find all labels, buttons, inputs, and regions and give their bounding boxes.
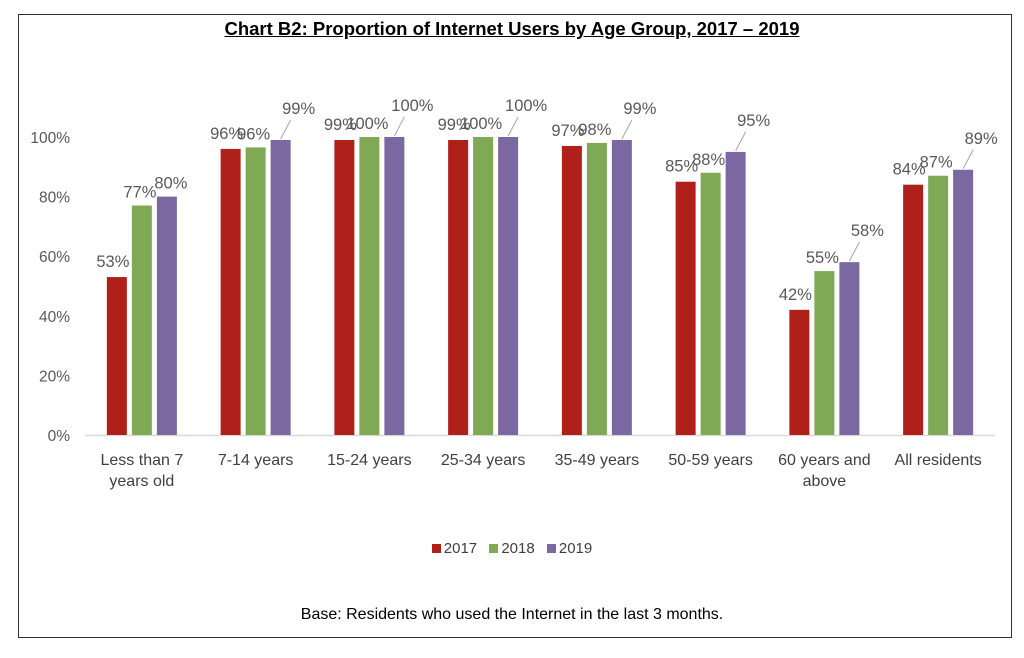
- data-label: 100%: [391, 97, 434, 115]
- bar-2018: [700, 172, 721, 435]
- bar-2018: [473, 137, 494, 435]
- bar-2018: [359, 137, 380, 435]
- legend-item-2017: 2017: [431, 540, 478, 557]
- x-tick-label: 25-34 years: [441, 452, 526, 469]
- x-tick-label: Less than 7: [101, 452, 184, 469]
- bar-2017: [106, 277, 127, 435]
- data-label: 99%: [623, 100, 656, 118]
- bar-2019: [384, 137, 405, 435]
- bar-2017: [903, 184, 924, 435]
- legend-item-2018: 2018: [489, 540, 535, 557]
- leader-line: [280, 119, 292, 140]
- x-tick-label: 50-59 years: [668, 452, 753, 469]
- bar-2019: [839, 262, 860, 435]
- data-label: 99%: [324, 116, 357, 134]
- bar-2018: [131, 205, 152, 435]
- data-label: 42%: [779, 286, 812, 304]
- data-label: 87%: [920, 154, 953, 172]
- x-tick-label: All residents: [895, 452, 982, 469]
- data-label: 100%: [505, 97, 548, 115]
- y-tick-label: 100%: [30, 130, 70, 147]
- legend-swatch: [431, 544, 441, 553]
- bar-2019: [953, 169, 974, 435]
- data-label: 96%: [237, 125, 270, 143]
- data-label: 96%: [210, 125, 243, 143]
- x-tick-label: years old: [109, 473, 174, 490]
- data-label: 100%: [346, 115, 389, 133]
- data-label: 55%: [806, 249, 839, 267]
- y-tick-label: 60%: [39, 249, 70, 266]
- data-label: 84%: [893, 161, 926, 179]
- data-label: 98%: [578, 121, 611, 139]
- data-label: 58%: [851, 222, 884, 240]
- bar-2017: [675, 181, 696, 435]
- x-tick-label: 35-49 years: [555, 452, 640, 469]
- x-tick-label: above: [803, 473, 847, 490]
- leader-line: [393, 116, 405, 137]
- legend-label: 2017: [443, 540, 478, 557]
- leader-line: [621, 119, 633, 140]
- bar-2017: [220, 148, 241, 436]
- bar-2019: [611, 139, 632, 436]
- leader-line: [962, 149, 974, 170]
- bar-2018: [814, 271, 835, 435]
- data-label: 99%: [282, 100, 315, 118]
- bar-2019: [725, 151, 746, 435]
- y-tick-label: 40%: [39, 309, 70, 326]
- x-tick-label: 15-24 years: [327, 452, 412, 469]
- bar-2019: [270, 139, 291, 436]
- x-tick-label: 7-14 years: [218, 452, 294, 469]
- leader-line: [848, 241, 860, 262]
- legend-swatch: [489, 544, 499, 553]
- chart-title: Chart B2: Proportion of Internet Users b…: [224, 18, 800, 39]
- data-label: 99%: [438, 116, 471, 134]
- data-label: 80%: [154, 175, 187, 193]
- bar-2018: [928, 175, 949, 436]
- data-label: 97%: [551, 122, 584, 140]
- legend-label: 2019: [558, 540, 593, 557]
- data-label: 85%: [665, 158, 698, 176]
- bar-2018: [245, 147, 266, 435]
- data-label: 95%: [737, 112, 770, 130]
- legend-swatch: [546, 544, 556, 553]
- data-label: 77%: [123, 184, 156, 202]
- data-label: 89%: [965, 130, 998, 148]
- leader-line: [735, 131, 747, 152]
- bar-2019: [498, 137, 519, 435]
- x-tick-label: 60 years and: [778, 452, 871, 469]
- bar-2017: [448, 139, 469, 436]
- y-tick-label: 80%: [39, 190, 70, 207]
- legend-item-2019: 2019: [546, 540, 593, 557]
- bar-2019: [156, 196, 177, 435]
- y-tick-label: 0%: [48, 428, 71, 445]
- legend: 2017 2018 2019: [0, 540, 1024, 557]
- data-label: 53%: [96, 253, 129, 271]
- bar-2017: [789, 309, 810, 435]
- y-tick-label: 20%: [39, 368, 70, 385]
- bar-2017: [561, 145, 582, 435]
- legend-label: 2018: [501, 540, 535, 557]
- bar-2018: [586, 142, 607, 435]
- bar-2017: [334, 139, 355, 436]
- footnote: Base: Residents who used the Internet in…: [300, 606, 724, 623]
- data-label: 88%: [692, 151, 725, 169]
- leader-line: [507, 116, 519, 137]
- data-label: 100%: [460, 115, 503, 133]
